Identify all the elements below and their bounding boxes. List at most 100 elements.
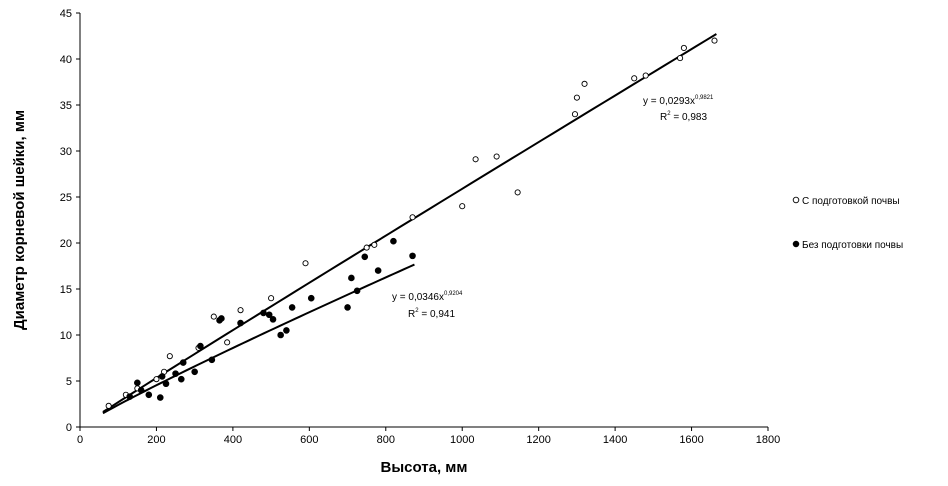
data-point-open xyxy=(581,80,588,87)
fit-r2-sup: 2 xyxy=(667,111,671,117)
fit-equation-label: y = 0,0293x0,9821 xyxy=(643,95,714,107)
data-point-open xyxy=(514,189,521,196)
data-point-filled xyxy=(390,237,397,245)
data-point-filled xyxy=(269,316,277,323)
data-point-filled xyxy=(307,294,315,302)
fit-equation-label: y = 0,0346x0,9204 xyxy=(392,291,463,303)
x-tick-label: 200 xyxy=(147,434,165,446)
data-point-open xyxy=(642,72,649,79)
data-point-open xyxy=(573,94,580,101)
data-point-open xyxy=(631,75,638,82)
data-point-filled xyxy=(277,331,284,339)
data-point-filled xyxy=(208,356,216,364)
data-point-open xyxy=(680,44,687,52)
x-tick-label: 800 xyxy=(377,434,395,446)
series-layer xyxy=(102,33,718,415)
data-point-open xyxy=(677,55,684,62)
data-point-open xyxy=(210,313,217,320)
data-point-open xyxy=(166,353,173,360)
data-point-filled xyxy=(145,391,153,399)
x-tick-label: 0 xyxy=(77,434,83,446)
data-point-filled xyxy=(409,252,416,260)
data-point-filled xyxy=(162,380,170,388)
data-point-filled xyxy=(134,379,141,387)
data-point-open xyxy=(711,37,718,44)
series-1 xyxy=(102,33,718,413)
x-tick-label: 1600 xyxy=(679,434,703,446)
x-tick-label: 600 xyxy=(300,434,318,446)
legend-marker-filled xyxy=(792,240,800,248)
data-point-open xyxy=(493,153,500,160)
data-point-open xyxy=(237,307,244,314)
data-point-open xyxy=(363,244,370,251)
x-tick-label: 400 xyxy=(224,434,242,446)
legend-item-2: Без подготовки почвы xyxy=(792,240,903,251)
legend-item-1: С подготовкой почвы xyxy=(792,196,900,207)
legend-marker-open xyxy=(792,196,800,204)
x-tick-label: 1000 xyxy=(450,434,474,446)
x-tick-label: 1200 xyxy=(526,434,550,446)
trendline-series-1 xyxy=(102,33,717,413)
fit-r2-text: R xyxy=(660,112,667,123)
data-point-open xyxy=(459,203,466,210)
data-point-filled xyxy=(260,309,267,317)
data-point-open xyxy=(224,339,231,346)
data-point-filled xyxy=(177,375,185,383)
data-point-filled xyxy=(353,287,361,295)
data-point-filled xyxy=(191,368,198,376)
fit-r2-sup: 2 xyxy=(415,308,419,314)
data-point-open xyxy=(571,111,579,118)
data-point-open xyxy=(472,156,479,163)
data-point-open xyxy=(371,241,378,248)
data-point-filled xyxy=(137,386,145,394)
x-tick-label: 1400 xyxy=(603,434,627,446)
y-tick-label: 35 xyxy=(60,100,72,112)
fit-r2-label: R2 = 0,941 xyxy=(408,308,455,320)
y-tick-label: 15 xyxy=(60,284,72,296)
fit-exponent-text: 0,9821 xyxy=(695,95,714,101)
data-point-filled xyxy=(197,342,204,350)
data-point-filled xyxy=(288,304,296,311)
data-point-open xyxy=(153,376,160,383)
y-tick-label: 10 xyxy=(60,330,72,342)
data-point-open xyxy=(105,402,112,409)
fit-exponent-text: 0,9204 xyxy=(444,291,463,297)
data-point-filled xyxy=(265,311,273,319)
data-point-open xyxy=(268,295,275,302)
fit-r2-value: = 0,983 xyxy=(671,112,708,123)
data-point-filled xyxy=(218,315,225,322)
data-point-filled xyxy=(179,359,187,366)
data-point-filled xyxy=(237,319,244,327)
y-tick-label: 20 xyxy=(60,238,72,250)
x-tick-label: 1800 xyxy=(756,434,780,446)
y-tick-label: 5 xyxy=(66,376,72,388)
y-tick-label: 25 xyxy=(60,192,72,204)
data-point-filled xyxy=(158,373,166,380)
trendline-series-2 xyxy=(102,263,415,415)
data-point-filled xyxy=(344,304,351,311)
legend-label: Без подготовки почвы xyxy=(802,240,903,251)
y-tick-label: 40 xyxy=(60,54,72,66)
y-tick-label: 45 xyxy=(60,8,72,20)
y-tick-label: 0 xyxy=(66,422,72,434)
series-2 xyxy=(102,237,416,415)
data-point-filled xyxy=(156,394,164,401)
data-point-open xyxy=(302,260,309,267)
fit-equation-text: y = 0,0293x xyxy=(643,96,695,107)
fit-r2-label: R2 = 0,983 xyxy=(660,111,707,123)
data-point-filled xyxy=(172,370,179,377)
data-point-filled xyxy=(374,267,382,274)
data-point-filled xyxy=(361,253,369,261)
legend-label: С подготовкой почвы xyxy=(802,196,900,207)
legend: С подготовкой почвы Без подготовки почвы xyxy=(792,196,903,251)
axes: 0 200 400 600 800 1000 1200 1400 1600 1800 0 5 10 15 2… xyxy=(11,8,780,476)
fit-r2-text: R xyxy=(408,309,415,320)
y-tick-label: 30 xyxy=(60,146,72,158)
fit-equation-text: y = 0,0346x xyxy=(392,292,444,303)
fit-r2-value: = 0,941 xyxy=(419,309,456,320)
x-axis-title: Высота, мм xyxy=(381,459,468,476)
data-point-filled xyxy=(126,393,133,400)
